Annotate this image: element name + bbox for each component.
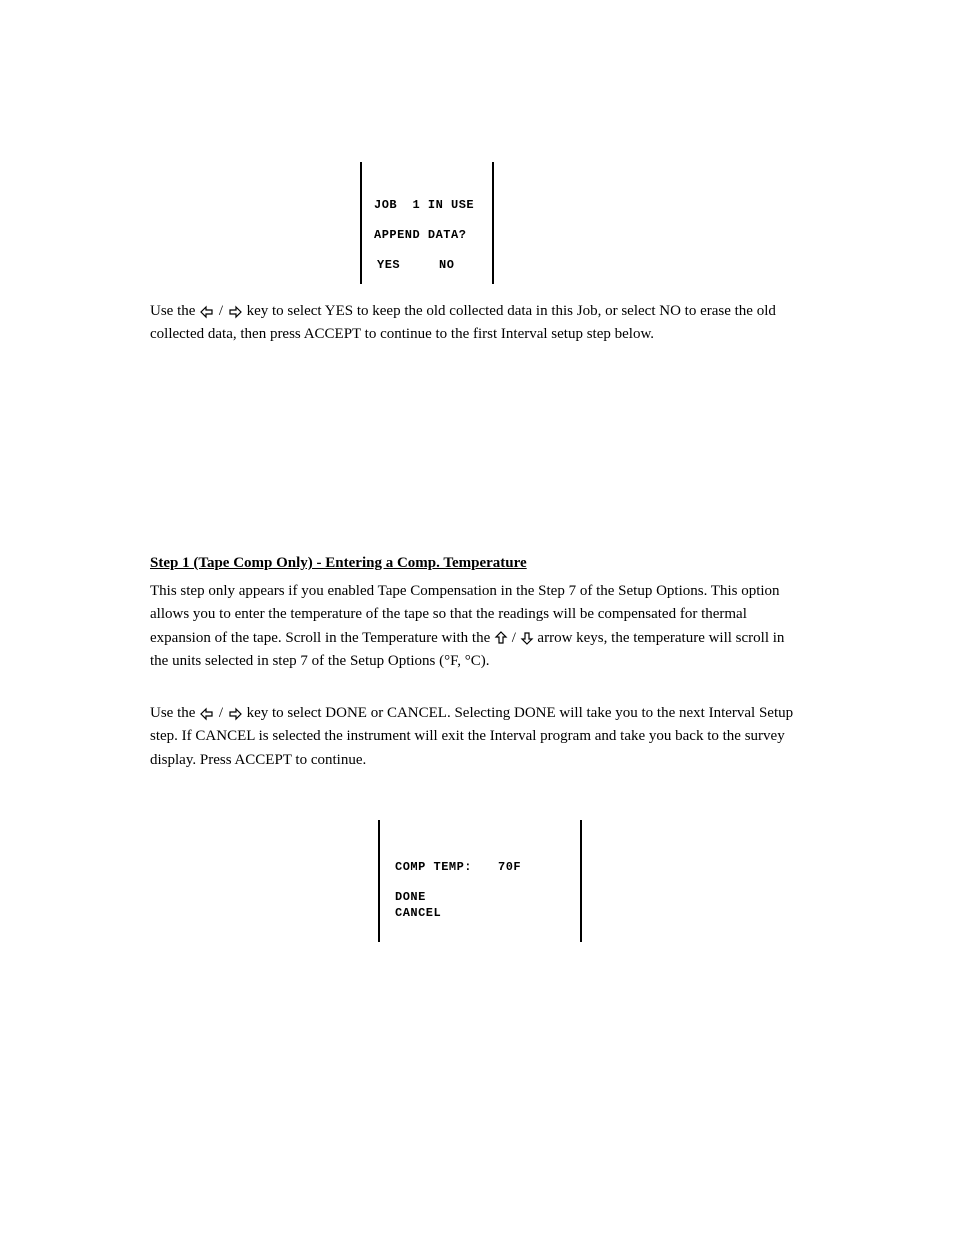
para1-mid: / [219, 303, 227, 319]
para2: This step only appears if you enabled Ta… [150, 580, 800, 673]
para1: Use the / key to select YES to keep the … [150, 300, 800, 347]
screen-comp-temp [378, 820, 582, 942]
screen2-done[interactable]: DONE [395, 890, 426, 904]
para3: Use the / key to select DONE or CANCEL. … [150, 702, 800, 772]
para1-pre: Use the [150, 303, 199, 319]
screen1-line1: JOB 1 IN USE [374, 198, 474, 212]
up-arrow-icon [494, 630, 508, 646]
screen1-no[interactable]: NO [439, 258, 454, 272]
right-arrow-icon [227, 707, 243, 721]
heading-step1: Step 1 (Tape Comp Only) - Entering a Com… [150, 555, 800, 572]
screen1-line2: APPEND DATA? [374, 228, 466, 242]
screen2-cancel[interactable]: CANCEL [395, 906, 441, 920]
left-arrow-icon [199, 305, 215, 319]
screen2-label: COMP TEMP: [395, 860, 472, 874]
para3-mid: / [219, 705, 227, 721]
down-arrow-icon [520, 630, 534, 646]
para2-mid: / [512, 630, 520, 646]
para1-post: key to select YES to keep the old collec… [150, 303, 776, 342]
screen1-yes[interactable]: YES [377, 258, 400, 272]
screen2-value: 70F [498, 860, 521, 874]
para3-pre: Use the [150, 705, 199, 721]
left-arrow-icon [199, 707, 215, 721]
page: JOB 1 IN USE APPEND DATA? YES NO Use the… [0, 0, 954, 1235]
right-arrow-icon [227, 305, 243, 319]
para3-post: key to select DONE or CANCEL. Selecting … [150, 705, 793, 768]
